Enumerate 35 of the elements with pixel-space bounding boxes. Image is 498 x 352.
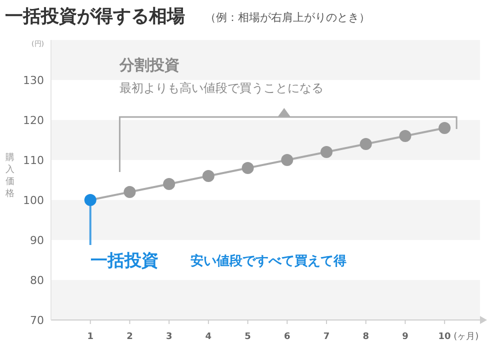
annotation: 分割投資 <box>118 56 180 74</box>
point <box>242 162 254 174</box>
x-tick-label: 7 <box>323 332 330 342</box>
point <box>320 146 333 158</box>
point <box>202 170 214 182</box>
x-tick-label: 6 <box>284 332 290 342</box>
annotation: 一括投資 <box>90 251 158 271</box>
y-tick-label: 120 <box>23 114 44 127</box>
point <box>360 138 372 150</box>
y-tick-label: 130 <box>23 74 44 87</box>
x-tick-label: 5 <box>244 332 251 342</box>
point <box>84 194 96 206</box>
x-tick-label: 3 <box>166 332 172 342</box>
chart-title: 一括投資が得する相場 <box>5 6 185 27</box>
x-tick-label: 1 <box>87 332 94 342</box>
point <box>438 122 451 134</box>
x-tick-label: 8 <box>362 332 369 342</box>
point <box>281 154 294 166</box>
y-tick-label: 70 <box>30 314 44 327</box>
chart-subtitle: （例：相場が右肩上がりのとき） <box>205 11 370 24</box>
annotation: 最初よりも高い値段で買うことになる <box>120 81 324 95</box>
x-tick-label: 9 <box>402 332 408 342</box>
x-axis-title: (ヶ月) <box>454 332 479 342</box>
annotation: 安い値段ですべて買えて得 <box>190 253 346 269</box>
y-tick-label: 100 <box>23 194 44 207</box>
y-axis-title: 購入価格 <box>4 152 14 199</box>
y-tick-label: 110 <box>23 154 44 167</box>
y-tick-label: 90 <box>30 234 44 247</box>
y-tick-label: 80 <box>30 274 44 287</box>
x-tick-label: 10 <box>438 332 451 342</box>
point <box>163 178 176 190</box>
x-tick-label: 2 <box>126 332 133 342</box>
x-tick-label: 4 <box>205 332 212 342</box>
point <box>399 130 412 142</box>
point <box>124 186 136 198</box>
